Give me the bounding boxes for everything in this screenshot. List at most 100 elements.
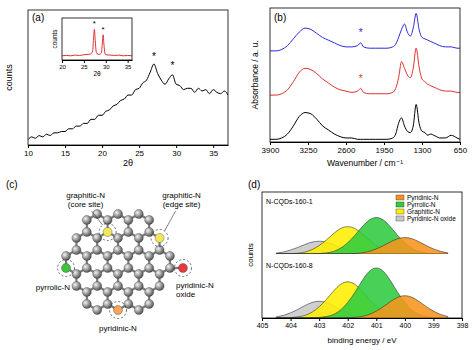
legend-label: Pyridinic-N oxide (407, 215, 456, 223)
atom (155, 246, 164, 255)
x-tick: 25 (81, 60, 88, 70)
leader-line (165, 211, 176, 231)
node-label: pyrrolic-N (36, 283, 70, 292)
oxygen-atom (178, 264, 187, 273)
atom (134, 282, 143, 291)
atom (103, 300, 112, 309)
plot-frame (262, 192, 462, 318)
x-axis-line (271, 142, 461, 143)
series-line (28, 64, 228, 140)
x-tick-mark (376, 318, 377, 321)
x-tick-label: 30 (172, 149, 181, 158)
atom (124, 216, 133, 225)
chart-4: 405404403402401400399398N-CQDs-160-8bind… (246, 243, 468, 345)
x-tick: 398 (457, 318, 469, 329)
atom (93, 246, 102, 255)
highlight-ring (174, 260, 191, 277)
x-axis-title: binding energy / eV (328, 336, 398, 345)
x-tick-label: 35 (209, 149, 218, 158)
atom (103, 288, 112, 297)
x-tick-mark (460, 142, 461, 145)
x-tick-mark (176, 145, 177, 148)
nitrogen-atom (155, 234, 164, 243)
x-axis: 20253035 (59, 60, 132, 70)
node-label: graphitic-N(edge site) (162, 191, 201, 209)
x-tick-mark (291, 318, 292, 321)
annotation: * (93, 19, 96, 28)
peak-area (276, 238, 447, 254)
annotation: * (359, 73, 363, 84)
x-axis-title: 2θ (123, 158, 133, 168)
x-tick-label: 402 (342, 322, 354, 329)
atom (124, 288, 133, 297)
leader-line (92, 211, 103, 225)
x-tick-label: 399 (428, 322, 440, 329)
atom (82, 288, 91, 297)
x-tick-mark (102, 145, 103, 148)
legend-swatch (396, 216, 404, 221)
node-label-line: (edge site) (163, 200, 201, 209)
nitrogen-atom (62, 264, 71, 273)
atom (134, 306, 143, 315)
x-tick-label: 398 (457, 322, 469, 329)
highlight-ring (58, 260, 75, 277)
x-tick-mark (65, 145, 66, 148)
atom (134, 270, 143, 279)
x-tick: 404 (285, 318, 297, 329)
atom (134, 234, 143, 243)
x-tick-mark (139, 145, 140, 148)
x-axis: 405404403402401400399398 (257, 318, 469, 329)
x-tick-mark (213, 145, 214, 148)
x-tick-label: 15 (61, 149, 70, 158)
atom (82, 228, 91, 237)
x-tick: 403 (314, 318, 326, 329)
atom (145, 216, 154, 225)
annotation: * (359, 27, 363, 38)
x-tick-mark (84, 60, 85, 63)
x-tick-label: 1300 (414, 146, 432, 155)
highlight-ring (151, 230, 168, 247)
atom (165, 252, 174, 261)
panel-label: (c) (6, 179, 18, 190)
atom (114, 246, 123, 255)
atom (114, 234, 123, 243)
x-tick-label: 25 (135, 149, 144, 158)
chart-3: (d) N-CQDs-160-1 Pyridinic-NPyrrolic-NGrap… (248, 179, 462, 318)
x-tick: 10 (24, 145, 33, 158)
x-tick-mark (62, 60, 63, 63)
node-label-line: graphitic-N (162, 191, 201, 200)
plot-area (62, 29, 132, 56)
x-tick: 25 (135, 145, 144, 158)
atom (114, 210, 123, 219)
panel-label: (d) (248, 179, 260, 190)
figure: 101520253035(a)2θcounts**202530352θcount… (0, 0, 474, 350)
x-axis: 10 15 20 25 30 35 (24, 145, 228, 158)
plot-area (28, 64, 228, 140)
x-tick-label: 35 (125, 64, 132, 70)
sample-label: N-CQDs-160-8 (266, 262, 313, 270)
plot-area (276, 218, 447, 254)
series-line (270, 13, 460, 51)
atom (124, 252, 133, 261)
atom (134, 246, 143, 255)
legend: Pyridinic-NPyrrolic-NGraphitic-NPyridini… (396, 194, 456, 223)
atom (134, 210, 143, 219)
atom (72, 234, 81, 243)
x-tick: 402 (342, 318, 354, 329)
atom (145, 300, 154, 309)
x-axis: 39003250260019501300650 (262, 142, 468, 155)
atom (103, 264, 112, 273)
x-axis-line (63, 60, 133, 61)
peak-area (276, 296, 447, 318)
x-axis-line (263, 318, 463, 319)
x-tick-mark (384, 142, 385, 145)
x-tick: 20 (98, 145, 107, 158)
x-tick: 3900 (262, 142, 280, 155)
node-label: graphitic-N(core site) (66, 191, 105, 209)
atom (103, 216, 112, 225)
x-tick: 35 (125, 60, 132, 70)
sample-label: N-CQDs-160-1 (266, 198, 313, 206)
x-tick: 399 (428, 318, 440, 329)
atom (124, 264, 133, 273)
x-axis-title: 2θ (93, 70, 101, 77)
